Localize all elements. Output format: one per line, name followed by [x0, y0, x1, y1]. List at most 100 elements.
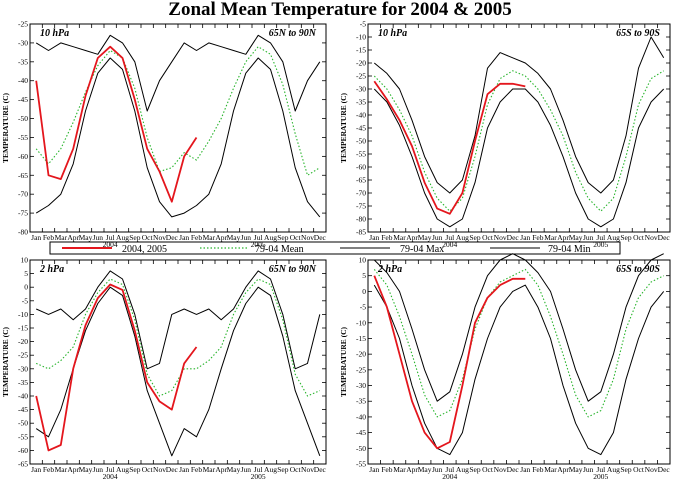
x-tick-label: Nov [494, 233, 507, 242]
region-label: 65S to 90S [616, 28, 660, 39]
x-tick-label: Apr [67, 465, 79, 474]
x-tick-label: Jul [106, 233, 115, 242]
x-tick-label: Sep [129, 233, 141, 242]
x-tick-label: Jun [93, 465, 104, 474]
pressure-level-label: 10 hPa [378, 28, 407, 39]
y-tick-label: -40 [356, 412, 366, 421]
figure-title: Zonal Mean Temperature for 2004 & 2005 [168, 0, 511, 20]
legend-label-max: 79-04 Max [400, 244, 444, 255]
y-tick-label: -50 [18, 114, 28, 123]
series-line-current [35, 283, 198, 452]
y-tick-label: -70 [356, 189, 366, 198]
y-tick-label: -10 [356, 33, 366, 42]
panel-2: -85 -80 -75 -70 -65 -60 -55 -50 -45 -40 -35 -30 -25 -… [339, 20, 671, 249]
x-tick-label: Feb [381, 233, 393, 242]
y-tick-label: -10 [356, 318, 366, 327]
x-tick-label: Sep [277, 465, 289, 474]
x-tick-label: Jun [241, 465, 252, 474]
year-label: 2005 [251, 240, 266, 249]
x-tick-label: Jan [179, 233, 189, 242]
x-tick-label: Nov [153, 465, 166, 474]
legend-label-current: 2004, 2005 [122, 244, 167, 255]
y-tick-label: -5 [360, 20, 366, 29]
x-tick-label: Dec [166, 465, 179, 474]
y-tick-label: 5 [24, 269, 28, 278]
y-tick-label: -55 [356, 150, 366, 159]
x-tick-label: May [418, 233, 432, 242]
y-tick-label: -60 [18, 152, 28, 161]
x-tick-label: Nov [645, 233, 658, 242]
x-tick-label: Aug [264, 233, 277, 242]
y-tick-label: -50 [18, 419, 28, 428]
y-tick-label: -50 [356, 137, 366, 146]
x-tick-label: Jan [31, 233, 41, 242]
y-tick-label: -20 [356, 59, 366, 68]
y-tick-label: -80 [356, 215, 366, 224]
x-tick-label: Jun [93, 233, 104, 242]
x-tick-label: Aug [456, 233, 469, 242]
x-tick-label: Aug [264, 465, 277, 474]
y-tick-label: -40 [18, 76, 28, 85]
x-tick-label: Aug [116, 233, 129, 242]
x-tick-label: Dec [507, 233, 520, 242]
x-tick-label: Feb [191, 465, 203, 474]
y-tick-label: -30 [18, 364, 28, 373]
x-tick-label: Apr [406, 233, 418, 242]
y-tick-label: -60 [18, 446, 28, 455]
y-tick-label: -15 [356, 46, 366, 55]
y-tick-label: -75 [356, 202, 366, 211]
x-tick-label: Mar [544, 233, 557, 242]
x-tick-label: Nov [301, 233, 314, 242]
x-tick-label: Jul [445, 465, 454, 474]
x-tick-label: Jan [520, 233, 530, 242]
x-tick-label: Oct [482, 465, 494, 474]
y-tick-label: 10 [21, 256, 29, 265]
y-tick-label: -75 [18, 209, 28, 218]
x-tick-label: Sep [469, 233, 481, 242]
x-tick-label: Jul [254, 465, 263, 474]
y-tick-label: -85 [356, 228, 366, 237]
x-tick-label: May [79, 465, 93, 474]
y-axis-label: TEMPERATURE (C) [1, 326, 10, 397]
series-line-min [373, 88, 665, 228]
y-tick-label: -55 [18, 432, 28, 441]
x-tick-label: Oct [482, 233, 494, 242]
x-tick-label: Apr [215, 465, 227, 474]
x-tick-label: Sep [277, 233, 289, 242]
x-tick-label: Oct [633, 465, 645, 474]
x-tick-label: Sep [620, 465, 632, 474]
y-tick-label: -45 [356, 124, 366, 133]
x-tick-label: Dec [658, 465, 671, 474]
y-tick-label: -5 [360, 303, 366, 312]
y-tick-label: -35 [356, 98, 366, 107]
series-line-mean [35, 278, 321, 397]
y-tick-label: -30 [356, 381, 366, 390]
y-tick-label: -40 [18, 392, 28, 401]
year-label: 2005 [251, 472, 266, 481]
y-tick-label: -30 [18, 38, 28, 47]
x-tick-label: Aug [607, 233, 620, 242]
y-tick-label: -35 [18, 378, 28, 387]
x-tick-label: Feb [532, 465, 544, 474]
x-tick-label: Sep [129, 465, 141, 474]
x-tick-label: Feb [532, 233, 544, 242]
y-tick-label: -25 [18, 351, 28, 360]
y-tick-label: -65 [18, 171, 28, 180]
x-tick-label: Mar [393, 233, 406, 242]
x-tick-label: Mar [203, 233, 216, 242]
region-label: 65N to 90N [269, 264, 317, 275]
x-tick-label: Dec [507, 465, 520, 474]
y-tick-label: -65 [18, 460, 28, 469]
x-tick-label: Apr [557, 465, 569, 474]
y-tick-label: -80 [18, 228, 28, 237]
series-line-max [35, 34, 321, 112]
series-line-mean [373, 70, 664, 212]
x-tick-label: Aug [116, 465, 129, 474]
year-label: 2004 [442, 240, 457, 249]
y-tick-label: -65 [356, 176, 366, 185]
pressure-level-label: 2 hPa [377, 264, 402, 275]
x-tick-label: Jun [583, 465, 594, 474]
x-tick-label: Jun [432, 465, 443, 474]
x-tick-label: Oct [633, 233, 645, 242]
y-tick-label: -15 [356, 334, 366, 343]
